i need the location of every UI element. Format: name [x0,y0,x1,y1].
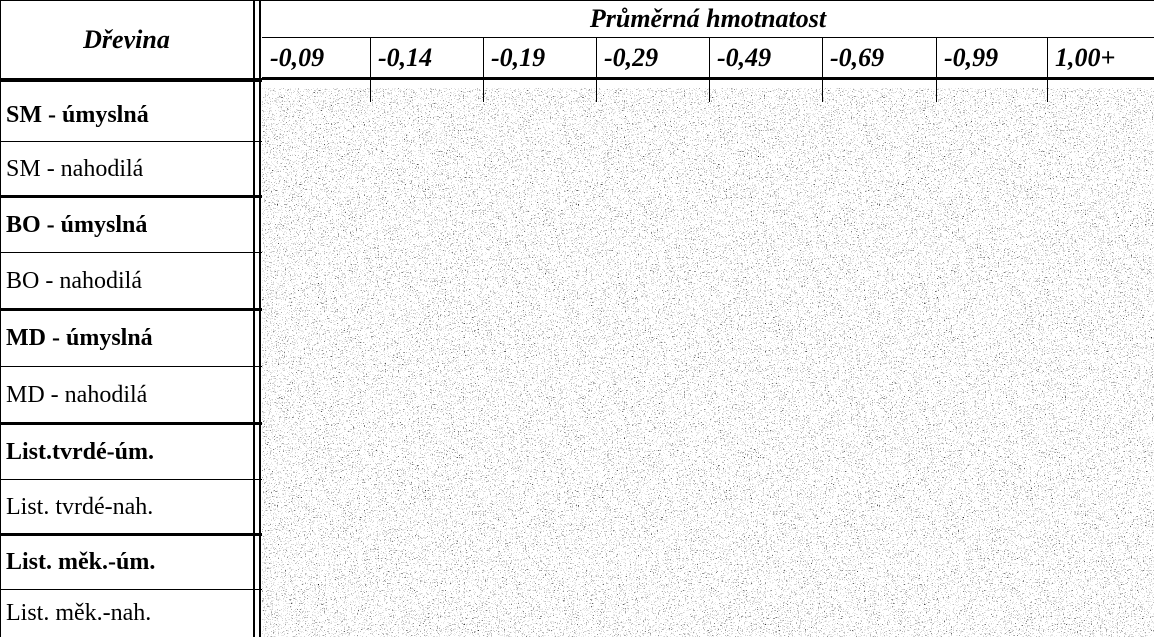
row-label: MD - nahodilá [6,382,148,408]
row-line [0,195,262,198]
row-label: List. měk.-nah. [6,600,152,626]
top-line [0,0,1154,1]
row-line [0,479,262,480]
row-line [0,589,262,590]
row-label: List.tvrdé-úm. [6,438,154,465]
obscured-area [262,88,1154,637]
double-line [259,0,261,637]
column-header: -0,69 [830,42,885,72]
row-label: BO - úmyslná [6,211,148,238]
column-line [822,38,823,102]
column-line [483,38,484,102]
row-label: List. měk.-úm. [6,549,156,575]
row-line [0,422,262,425]
left-border [0,0,1,637]
row-label: List. tvrdé-nah. [6,494,154,520]
header-bottom-line [0,78,262,82]
row-label: BO - nahodilá [6,268,142,294]
column-line [1047,38,1048,102]
header-bottom-line [262,77,1154,80]
column-header: -0,09 [270,42,325,72]
column-header: -0,99 [944,42,999,72]
column-line [596,38,597,102]
column-header: -0,29 [604,42,659,72]
row-label: MD - úmyslná [6,325,153,351]
double-line [253,0,255,637]
column-header: 1,00+ [1055,42,1116,72]
column-header: -0,14 [378,42,433,72]
group-header: Průměrná hmotnatost [589,4,827,33]
row-line [0,141,262,142]
column-line [936,38,937,102]
noise [262,88,1154,637]
column-header: -0,19 [491,42,546,72]
first-column-header: Dřevina [83,25,170,54]
row-label: SM - úmyslná [6,101,149,128]
column-line [709,38,710,102]
row-line [0,533,262,536]
row-line [0,252,262,253]
row-line [0,366,262,367]
column-line [370,38,371,102]
row-label: SM - nahodilá [6,156,144,182]
row-line [0,308,262,311]
header-line [262,37,1154,38]
column-header: -0,49 [717,42,772,72]
